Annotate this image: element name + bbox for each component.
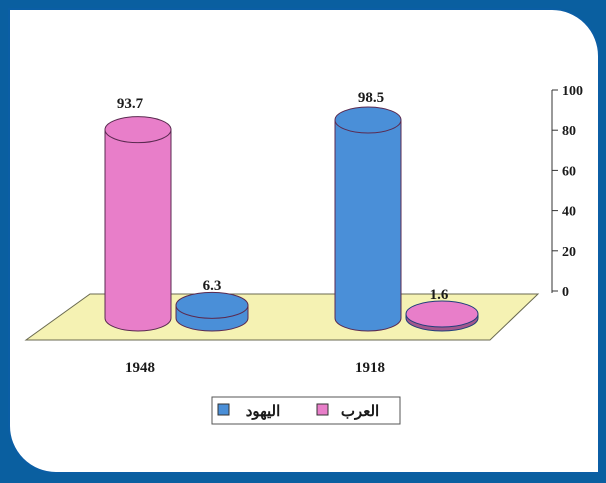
y-tick-label: 80 (562, 124, 576, 139)
bar-top (175, 291, 249, 319)
y-tick-label: 100 (562, 84, 583, 99)
x-tick-label: 1948 (125, 360, 155, 376)
data-label: 6.3 (203, 278, 222, 294)
data-label: 1.6 (430, 287, 449, 303)
bar-top (104, 116, 172, 144)
y-tick-label: 40 (562, 205, 576, 220)
bar-1918-series-1 (334, 106, 402, 332)
bar-top (405, 300, 479, 328)
population-chart: 0 20 40 60 80 100 93.7 6.3 1.6 98.5 1948 1918 العر… (24, 84, 583, 425)
legend-box (211, 396, 401, 425)
y-tick-label: 0 (562, 285, 569, 300)
bar-1948-series-1 (175, 291, 249, 332)
legend: العرب اليهود (211, 396, 401, 425)
legend-label: اليهود (246, 404, 281, 420)
data-label: 98.5 (358, 90, 384, 106)
chart-card: 0 20 40 60 80 100 93.7 6.3 1.6 98.5 1948 1918 العر… (8, 8, 600, 474)
legend-swatch (316, 403, 329, 416)
data-label: 93.7 (117, 96, 144, 112)
y-tick-label: 20 (562, 245, 576, 260)
legend-swatch (217, 403, 230, 416)
x-tick-label: 1918 (355, 360, 385, 376)
y-tick-label: 60 (562, 164, 576, 179)
bar-top (334, 106, 402, 134)
legend-label: العرب (341, 404, 379, 420)
bar-1948-series-0 (104, 116, 172, 332)
bar-body (104, 129, 172, 332)
bar-body (334, 119, 402, 332)
bar-1918-series-0 (405, 300, 479, 332)
